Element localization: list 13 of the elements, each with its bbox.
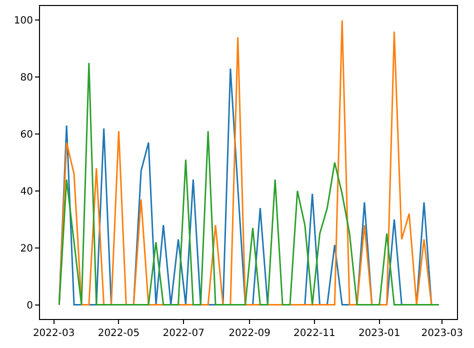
x-tick-label: 2022-05 [98,328,140,339]
y-tick-label: 80 [20,72,33,84]
y-tick-label: 40 [20,186,33,198]
y-tick-label: 0 [26,300,33,312]
x-tick-label: 2023-01 [358,328,400,339]
y-tick-label: 100 [14,16,33,27]
y-tick-label: 20 [20,243,33,254]
x-tick-label: 2022-11 [294,328,336,339]
x-tick-label: 2022-07 [162,328,205,339]
x-tick-label: 2022-03 [32,328,75,339]
x-tick-label: 2022-09 [228,328,270,339]
y-tick-label: 60 [20,130,33,141]
x-tick-label: 2023-03 [421,328,464,339]
